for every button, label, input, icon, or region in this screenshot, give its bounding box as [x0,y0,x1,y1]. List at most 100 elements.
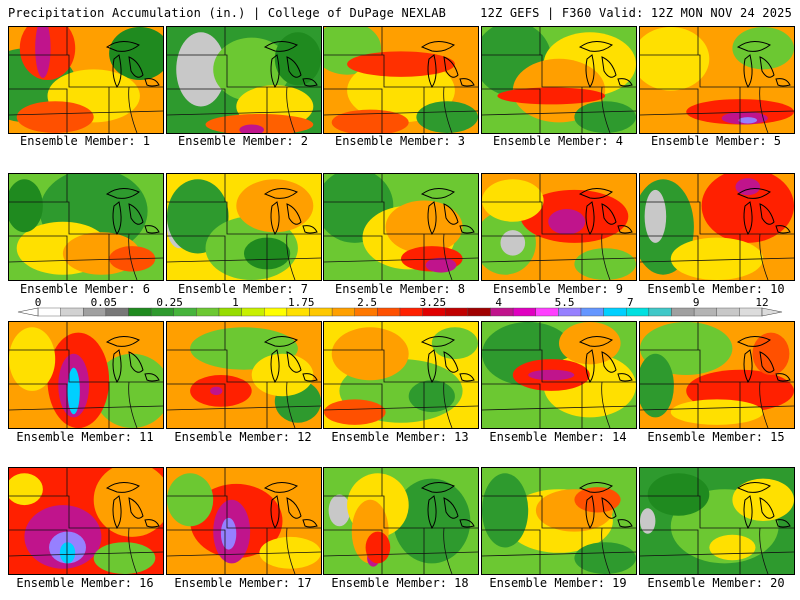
precip-region [497,87,606,105]
great-lakes-outline [443,351,459,373]
great-lakes-outline [743,201,753,235]
ensemble-member-label: Ensemble Member: 19 [489,576,627,590]
forecast-map-panel [481,26,637,134]
precip-map [324,174,478,280]
precip-region [210,386,223,396]
great-lakes-outline [736,482,771,493]
state-border [640,383,699,428]
state-border [167,495,321,529]
precip-region [9,179,43,233]
ensemble-member-label: Ensemble Member: 2 [177,134,309,148]
great-lakes-outline [775,225,791,234]
precip-region [274,32,321,86]
precip-map [482,468,636,574]
great-lakes-outline [459,519,475,528]
precip-region [735,178,761,196]
state-border [128,381,138,428]
forecast-map-panel [481,467,637,575]
color-scale-swatch [626,307,650,317]
great-lakes-outline [263,41,298,52]
precip-map [167,27,321,133]
state-border [482,529,541,574]
great-lakes-outline [286,56,302,78]
precip-region [482,179,544,222]
great-lakes-outline [585,54,595,88]
great-lakes-outline [443,203,459,225]
great-lakes-outline [427,201,437,235]
color-scale-swatch [422,307,446,317]
great-lakes-outline [302,373,318,382]
great-lakes-outline [263,336,298,347]
color-scale-swatch [399,307,423,317]
great-lakes-outline [420,41,455,52]
state-border [324,257,478,263]
forecast-map-panel [323,26,479,134]
precip-region [752,332,790,375]
color-scale-label: 3.25 [419,296,447,309]
precip-map [482,322,636,428]
great-lakes-outline [128,497,144,519]
precip-region [548,208,586,235]
precip-map [9,174,163,280]
color-scale-swatch [603,307,627,317]
precip-map [9,322,163,428]
forecast-map-panel [166,321,322,429]
scale-left-arrow [17,307,39,317]
state-border [167,110,321,116]
state-border [640,405,794,411]
precip-map [324,468,478,574]
state-border [324,110,478,116]
ensemble-member-label: Ensemble Member: 12 [174,430,312,444]
state-border [9,54,163,88]
great-lakes-outline [270,54,280,88]
great-lakes-outline [286,351,302,373]
state-border [9,383,68,428]
precip-map [9,27,163,133]
forecast-map-panel [481,321,637,429]
precip-region [236,179,314,233]
forecast-map-panel [8,173,164,281]
precip-region [93,542,156,574]
color-scale-swatch [490,307,514,317]
state-border [167,54,321,88]
state-border [443,381,453,428]
color-scale-swatch [196,307,220,317]
state-border [128,86,138,133]
forecast-map-panel [481,173,637,281]
state-border [640,349,794,383]
state-border [324,54,478,88]
color-scale-swatch [716,307,740,317]
state-border [443,233,453,280]
great-lakes-outline [617,373,633,382]
precip-region [176,32,226,107]
great-lakes-outline [601,56,617,78]
great-lakes-outline [617,519,633,528]
state-border [9,349,163,383]
forecast-map-panel [8,26,164,134]
color-scale-swatch [558,307,582,317]
precip-region [59,542,76,564]
color-scale-swatch [693,307,717,317]
precip-region [16,101,94,133]
great-lakes-outline [112,349,122,383]
state-border [167,383,226,428]
great-lakes-outline [459,373,475,382]
state-border [482,235,541,280]
state-border [324,201,478,235]
state-border [759,527,769,574]
precip-region [213,37,291,102]
precip-region [644,189,667,243]
great-lakes-outline [128,351,144,373]
state-border [443,527,453,574]
forecast-map-panel [639,173,795,281]
state-border [482,383,541,428]
great-lakes-outline [112,495,122,529]
state-border [9,257,163,263]
great-lakes-outline [105,188,140,199]
state-border [482,495,636,529]
state-border [443,86,453,133]
great-lakes-outline [736,41,771,52]
precip-region [640,27,710,91]
great-lakes-outline [585,201,595,235]
state-border [167,529,226,574]
